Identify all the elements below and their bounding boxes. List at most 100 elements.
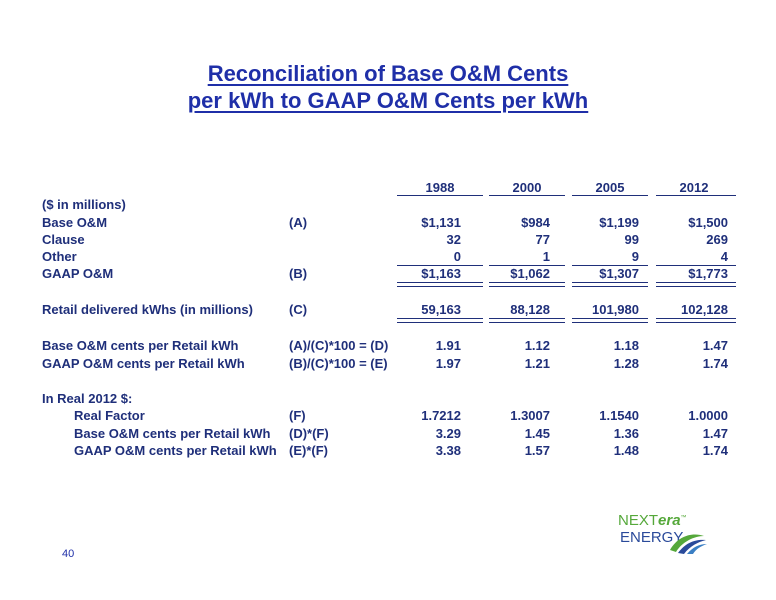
kwh-double-line-2000 bbox=[489, 318, 565, 323]
value-2012: 1.74 bbox=[702, 356, 728, 371]
value-2005: 1.48 bbox=[613, 443, 639, 458]
value-1988: 0 bbox=[453, 249, 461, 264]
row-label: Base O&M cents per Retail kWh bbox=[42, 338, 239, 353]
row-label: Other bbox=[42, 249, 77, 264]
row-label: Base O&M bbox=[42, 215, 108, 230]
row-ref: (F) bbox=[289, 408, 306, 423]
title-line-2: per kWh to GAAP O&M Cents per kWh bbox=[187, 88, 589, 113]
kwh-double-line-2012 bbox=[656, 318, 736, 323]
section-heading: In Real 2012 $: bbox=[42, 391, 133, 406]
value-1988: 3.29 bbox=[435, 426, 461, 441]
row-ref: (B)/(C)*100 = (E) bbox=[289, 356, 388, 371]
subtotal-line-2012 bbox=[656, 265, 736, 266]
logo-wordmark-top: NEXTera™ bbox=[618, 512, 687, 529]
value-1988: 1.97 bbox=[435, 356, 461, 371]
value-2000: 1 bbox=[542, 249, 550, 264]
value-2000: $1,062 bbox=[510, 266, 550, 281]
table-row-real-gaap: GAAP O&M cents per Retail kWh (E)*(F) 3.… bbox=[0, 443, 776, 459]
kwh-double-line-1988 bbox=[397, 318, 483, 323]
value-2005: 101,980 bbox=[592, 302, 639, 317]
row-ref: (A)/(C)*100 = (D) bbox=[289, 338, 389, 353]
table-row-base-cents: Base O&M cents per Retail kWh (A)/(C)*10… bbox=[0, 338, 776, 354]
value-2005: $1,307 bbox=[599, 266, 639, 281]
year-1988: 1988 bbox=[425, 180, 455, 195]
nextera-energy-logo: NEXTera™ ENERGY bbox=[610, 512, 720, 560]
value-2012: 1.0000 bbox=[688, 408, 728, 423]
value-2012: 1.74 bbox=[702, 443, 728, 458]
table-row-other: Other 0 1 9 4 bbox=[0, 249, 776, 265]
value-2000: 1.57 bbox=[524, 443, 550, 458]
row-label: Base O&M cents per Retail kWh bbox=[74, 426, 271, 441]
value-2005: 1.18 bbox=[613, 338, 639, 353]
year-header-row: 1988 2000 2005 2012 bbox=[0, 180, 776, 196]
value-2012: $1,773 bbox=[688, 266, 728, 281]
title-line-1: Reconciliation of Base O&M Cents bbox=[207, 61, 569, 86]
value-1988: 1.91 bbox=[435, 338, 461, 353]
value-2000: $984 bbox=[521, 215, 550, 230]
value-1988: 32 bbox=[446, 232, 461, 247]
row-ref: (C) bbox=[289, 302, 308, 317]
year-underline-1988 bbox=[397, 195, 483, 196]
units-row: ($ in millions) bbox=[0, 197, 776, 213]
logo-wordmark-bottom: ENERGY bbox=[620, 529, 684, 546]
page-number: 40 bbox=[62, 548, 75, 560]
row-label: GAAP O&M bbox=[42, 266, 114, 281]
value-2012: 269 bbox=[706, 232, 728, 247]
value-2012: 102,128 bbox=[681, 302, 728, 317]
value-2000: 1.12 bbox=[524, 338, 550, 353]
year-2005: 2005 bbox=[595, 180, 625, 195]
table-row-clause: Clause 32 77 99 269 bbox=[0, 232, 776, 248]
table-row-real-base: Base O&M cents per Retail kWh (D)*(F) 3.… bbox=[0, 426, 776, 442]
slide-title: Reconciliation of Base O&M Cents per kWh… bbox=[0, 60, 776, 114]
value-2005: 99 bbox=[624, 232, 639, 247]
row-ref: (E)*(F) bbox=[289, 443, 328, 458]
real-heading-row: In Real 2012 $: bbox=[0, 391, 776, 407]
value-2005: 1.28 bbox=[613, 356, 639, 371]
swoosh-icon bbox=[670, 534, 707, 554]
value-2005: 1.1540 bbox=[599, 408, 639, 423]
units-label: ($ in millions) bbox=[42, 197, 126, 212]
value-2012: 4 bbox=[720, 249, 728, 264]
value-2000: 1.3007 bbox=[510, 408, 550, 423]
subtotal-line-1988 bbox=[397, 265, 483, 266]
value-2005: $1,199 bbox=[599, 215, 639, 230]
table-row-gaap-om: GAAP O&M (B) $1,163 $1,062 $1,307 $1,773 bbox=[0, 266, 776, 282]
row-label: Retail delivered kWhs (in millions) bbox=[42, 302, 253, 317]
value-1988: 3.38 bbox=[435, 443, 461, 458]
year-2000: 2000 bbox=[512, 180, 542, 195]
row-label: GAAP O&M cents per Retail kWh bbox=[42, 356, 245, 371]
table-row-retail-kwh: Retail delivered kWhs (in millions) (C) … bbox=[0, 302, 776, 318]
year-underline-2005 bbox=[572, 195, 648, 196]
total-double-line-2000 bbox=[489, 282, 565, 287]
year-underline-2000 bbox=[489, 195, 565, 196]
value-2000: 77 bbox=[535, 232, 550, 247]
row-label: GAAP O&M cents per Retail kWh bbox=[74, 443, 277, 458]
table-row-real-factor: Real Factor (F) 1.7212 1.3007 1.1540 1.0… bbox=[0, 408, 776, 424]
value-2012: $1,500 bbox=[688, 215, 728, 230]
year-2012: 2012 bbox=[679, 180, 709, 195]
value-1988: $1,163 bbox=[421, 266, 461, 281]
row-ref: (A) bbox=[289, 215, 308, 230]
total-double-line-1988 bbox=[397, 282, 483, 287]
total-double-line-2005 bbox=[572, 282, 648, 287]
total-double-line-2012 bbox=[656, 282, 736, 287]
value-2000: 88,128 bbox=[510, 302, 550, 317]
value-1988: 59,163 bbox=[421, 302, 461, 317]
row-ref: (D)*(F) bbox=[289, 426, 329, 441]
value-2000: 1.21 bbox=[524, 356, 550, 371]
subtotal-line-2005 bbox=[572, 265, 648, 266]
kwh-double-line-2005 bbox=[572, 318, 648, 323]
value-2000: 1.45 bbox=[524, 426, 550, 441]
value-2012: 1.47 bbox=[702, 338, 728, 353]
subtotal-line-2000 bbox=[489, 265, 565, 266]
row-label: Clause bbox=[42, 232, 85, 247]
value-1988: 1.7212 bbox=[421, 408, 461, 423]
value-2012: 1.47 bbox=[702, 426, 728, 441]
year-underline-2012 bbox=[656, 195, 736, 196]
row-label: Real Factor bbox=[74, 408, 145, 423]
value-2005: 9 bbox=[631, 249, 639, 264]
table-row-base-om: Base O&M (A) $1,131 $984 $1,199 $1,500 bbox=[0, 215, 776, 231]
table-row-gaap-cents: GAAP O&M cents per Retail kWh (B)/(C)*10… bbox=[0, 356, 776, 372]
row-ref: (B) bbox=[289, 266, 308, 281]
value-1988: $1,131 bbox=[421, 215, 461, 230]
